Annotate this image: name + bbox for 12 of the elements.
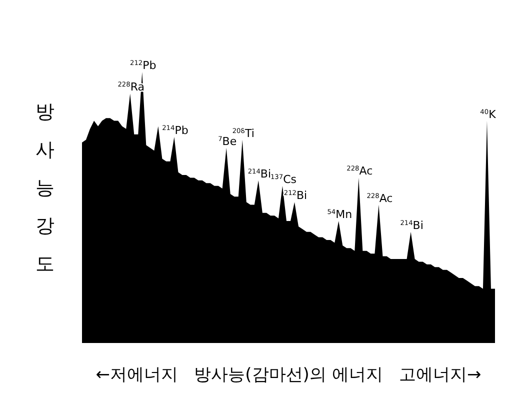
annotation: $^{228}$Ac — [366, 192, 393, 205]
y-axis-title: 방사능강도 — [36, 101, 54, 275]
annotation: $^{40}$K — [480, 108, 497, 121]
annotation: $^{54}$Mn — [327, 208, 352, 222]
annotation: $^{137}$Cs — [270, 172, 297, 186]
annotation: $^{228}$Ac — [346, 164, 373, 178]
annotation: $^{214}$Bi — [248, 167, 272, 180]
annotation: $^{212}$Bi — [284, 189, 308, 202]
annotation: $^{214}$Bi — [400, 218, 424, 232]
annotation: $^{212}$Pb — [130, 59, 156, 72]
annotation: $^{214}$Pb — [162, 124, 188, 138]
x-axis-title: ←저에너지 방사능(감마선)의 에너지 고에너지→ — [96, 365, 482, 385]
